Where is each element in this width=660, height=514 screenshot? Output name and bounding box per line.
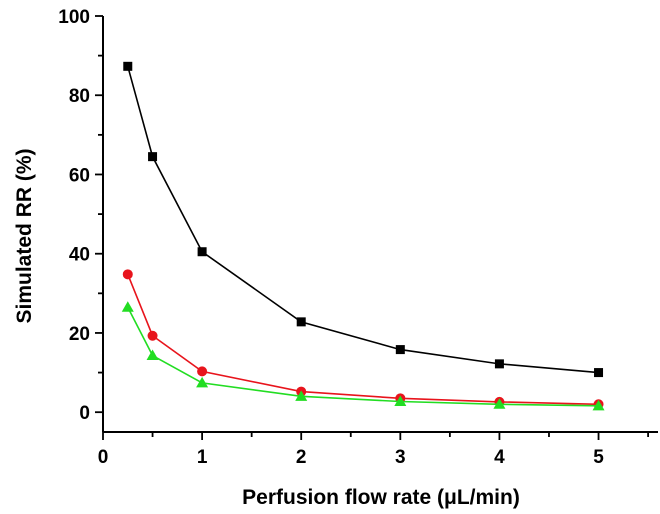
series-3 xyxy=(121,301,605,411)
x-tick-label: 5 xyxy=(593,447,604,468)
y-axis-title: Simulated RR (%) xyxy=(13,148,36,323)
data-point xyxy=(395,345,405,355)
series-line xyxy=(127,306,599,407)
y-tick-label: 100 xyxy=(58,7,90,28)
data-point xyxy=(394,395,407,406)
data-point xyxy=(123,61,133,71)
data-point xyxy=(197,366,208,377)
data-point xyxy=(494,359,504,369)
data-point xyxy=(592,399,605,411)
y-tick-label: 60 xyxy=(69,165,90,186)
data-point xyxy=(147,330,158,341)
axes xyxy=(102,16,658,433)
y-tick-label: 0 xyxy=(79,403,90,424)
y-tick-label: 40 xyxy=(69,245,90,266)
x-tick-label: 1 xyxy=(197,447,208,468)
data-point xyxy=(196,376,209,388)
data-point xyxy=(121,301,134,312)
series-1 xyxy=(123,61,604,378)
data-point xyxy=(197,247,207,257)
x-tick-label: 2 xyxy=(296,447,307,468)
data-point xyxy=(122,269,133,280)
data-point xyxy=(594,368,604,378)
data-point xyxy=(146,349,159,361)
x-tick-label: 4 xyxy=(494,447,505,468)
x-axis-title: Perfusion flow rate (μL/min) xyxy=(242,486,520,509)
x-tick-label: 3 xyxy=(395,447,406,468)
x-tick-label: 0 xyxy=(98,447,109,468)
data-point xyxy=(148,152,158,162)
data-point xyxy=(493,398,506,409)
x-axis-ticks: 0 1 2 3 4 5 xyxy=(98,432,649,468)
y-tick-label: 20 xyxy=(69,324,90,345)
y-tick-label: 80 xyxy=(69,86,90,107)
data-point xyxy=(295,390,308,401)
y-axis-ticks: 0 20 40 60 80 100 xyxy=(58,7,103,424)
series-layer xyxy=(121,61,605,411)
data-point xyxy=(296,317,306,327)
series-line xyxy=(127,66,599,374)
